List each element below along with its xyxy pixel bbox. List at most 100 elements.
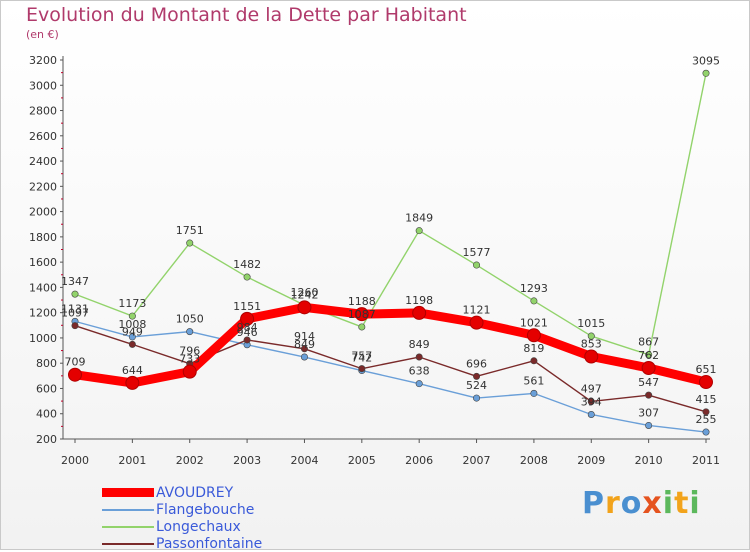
series-line bbox=[74, 320, 707, 433]
data-point bbox=[645, 421, 653, 429]
y-tick-label: 600 bbox=[36, 382, 57, 395]
x-tick-label: 2002 bbox=[176, 454, 204, 467]
data-label: 1087 bbox=[348, 308, 376, 321]
legend-swatch bbox=[102, 488, 154, 497]
data-label: 819 bbox=[523, 342, 544, 355]
data-label: 394 bbox=[581, 395, 602, 408]
data-label: 733 bbox=[179, 353, 200, 366]
data-label: 255 bbox=[696, 413, 717, 426]
y-tick-label: 200 bbox=[36, 433, 57, 446]
data-point bbox=[702, 428, 710, 436]
data-point bbox=[473, 372, 481, 380]
data-point bbox=[358, 365, 366, 373]
data-label: 561 bbox=[523, 374, 544, 387]
x-tick-label: 2004 bbox=[290, 454, 318, 467]
data-label: 1751 bbox=[176, 224, 204, 237]
legend-entry: AVOUDREY bbox=[102, 484, 262, 501]
logo-letter: P bbox=[582, 486, 605, 521]
data-label: 1008 bbox=[118, 318, 146, 331]
data-label: 651 bbox=[696, 363, 717, 376]
data-point bbox=[526, 328, 541, 343]
data-point bbox=[473, 394, 481, 402]
data-label: 307 bbox=[638, 406, 659, 419]
y-tick-label: 1200 bbox=[29, 307, 57, 320]
data-label: 644 bbox=[122, 364, 143, 377]
y-tick-label: 3200 bbox=[29, 54, 57, 67]
data-point bbox=[587, 410, 595, 418]
data-label: 497 bbox=[581, 382, 602, 395]
series-line bbox=[70, 302, 711, 388]
logo-letter: t bbox=[674, 486, 690, 521]
logo-letter: i bbox=[689, 486, 701, 521]
logo-letter: r bbox=[605, 486, 621, 521]
y-tick-label: 1000 bbox=[29, 332, 57, 345]
data-label: 984 bbox=[237, 321, 258, 334]
x-tick-label: 2003 bbox=[233, 454, 261, 467]
legend-label: Passonfontaine bbox=[156, 535, 263, 552]
y-tick-label: 2000 bbox=[29, 206, 57, 219]
chart-title: Evolution du Montant de la Dette par Hab… bbox=[26, 4, 467, 26]
data-point bbox=[240, 311, 255, 326]
data-point bbox=[473, 261, 481, 269]
y-tick-label: 2600 bbox=[29, 130, 57, 143]
data-label: 946 bbox=[237, 326, 258, 339]
data-label: 638 bbox=[409, 365, 430, 378]
data-label: 1482 bbox=[233, 258, 261, 271]
data-point bbox=[186, 328, 194, 336]
data-label: 415 bbox=[696, 393, 717, 406]
data-label: 853 bbox=[581, 338, 602, 351]
logo-letter: i bbox=[662, 486, 675, 521]
logo-letter: o bbox=[620, 486, 643, 521]
data-point bbox=[71, 290, 79, 298]
data-label: 1198 bbox=[405, 294, 433, 307]
data-point bbox=[645, 351, 653, 359]
data-label: 709 bbox=[65, 356, 86, 369]
y-tick-label: 2800 bbox=[29, 105, 57, 118]
series-line bbox=[74, 324, 707, 413]
logo-letter: x bbox=[642, 486, 663, 521]
legend-label: Flangebouche bbox=[156, 501, 255, 518]
data-label: 762 bbox=[638, 349, 659, 362]
data-point bbox=[300, 353, 308, 361]
data-point bbox=[584, 349, 599, 364]
y-tick-label: 3000 bbox=[29, 79, 57, 92]
data-point bbox=[300, 345, 308, 353]
data-label: 1121 bbox=[463, 304, 491, 317]
legend-entry: Passonfontaine bbox=[102, 535, 262, 552]
data-point bbox=[587, 397, 595, 405]
data-label: 914 bbox=[294, 330, 315, 343]
data-label: 1131 bbox=[61, 302, 89, 315]
data-point bbox=[702, 408, 710, 416]
series-line bbox=[74, 72, 707, 356]
data-point bbox=[530, 297, 538, 305]
series-points bbox=[68, 69, 713, 436]
x-tick-label: 2009 bbox=[577, 454, 605, 467]
data-point bbox=[530, 357, 538, 365]
data-point bbox=[530, 389, 538, 397]
y-tick-label: 800 bbox=[36, 357, 57, 370]
data-label: 524 bbox=[466, 379, 487, 392]
data-label: 796 bbox=[179, 345, 200, 358]
data-point bbox=[128, 312, 136, 320]
y-tick-label: 1600 bbox=[29, 256, 57, 269]
data-point bbox=[699, 375, 713, 390]
x-tick-label: 2000 bbox=[61, 454, 89, 467]
data-label: 949 bbox=[122, 325, 143, 338]
chart-subtitle: (en €) bbox=[26, 28, 59, 41]
data-point bbox=[702, 69, 710, 77]
data-label: 1097 bbox=[61, 307, 89, 320]
legend: AVOUDREY Flangebouche Longechaux Passonfont… bbox=[102, 484, 262, 552]
data-label: 1293 bbox=[520, 282, 548, 295]
data-label: 1050 bbox=[176, 313, 204, 326]
legend-label: Longechaux bbox=[156, 518, 241, 535]
data-label: 1021 bbox=[520, 316, 548, 329]
legend-swatch bbox=[102, 542, 154, 545]
data-point bbox=[358, 323, 366, 331]
x-tick-label: 2011 bbox=[692, 454, 720, 467]
y-tick-label: 1800 bbox=[29, 231, 57, 244]
x-tick-label: 2005 bbox=[348, 454, 376, 467]
data-point bbox=[243, 336, 251, 344]
series-lines bbox=[70, 72, 711, 433]
data-label: 1242 bbox=[290, 288, 318, 301]
